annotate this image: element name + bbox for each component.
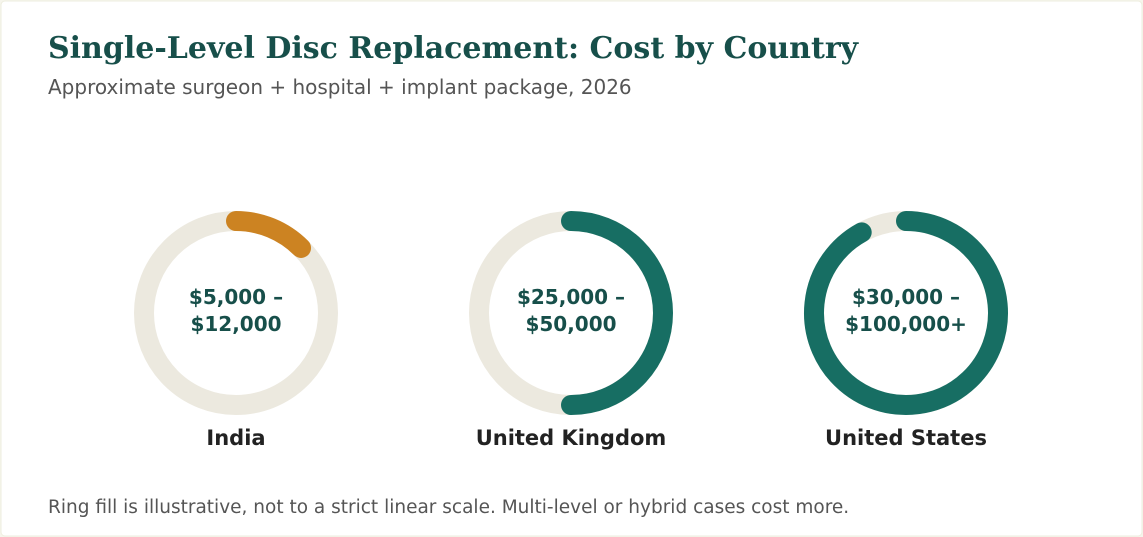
range-label: $5,000 –	[189, 285, 283, 309]
ring-arc	[804, 211, 1008, 415]
category-label: United States	[825, 426, 987, 450]
ring-arc	[226, 211, 312, 258]
category-label: United Kingdom	[476, 426, 667, 450]
category-label: India	[206, 426, 265, 450]
ring-arc	[561, 211, 673, 415]
range-label: $12,000	[190, 312, 281, 336]
range-label: $50,000	[525, 312, 616, 336]
range-label: $100,000+	[845, 312, 967, 336]
footnote: Ring fill is illustrative, not to a stri…	[48, 497, 849, 518]
chart-title: Single-Level Disc Replacement: Cost by C…	[48, 31, 860, 66]
range-label: $25,000 –	[517, 285, 625, 309]
range-label: $30,000 –	[852, 285, 960, 309]
chart-subtitle: Approximate surgeon + hospital + implant…	[48, 75, 632, 99]
